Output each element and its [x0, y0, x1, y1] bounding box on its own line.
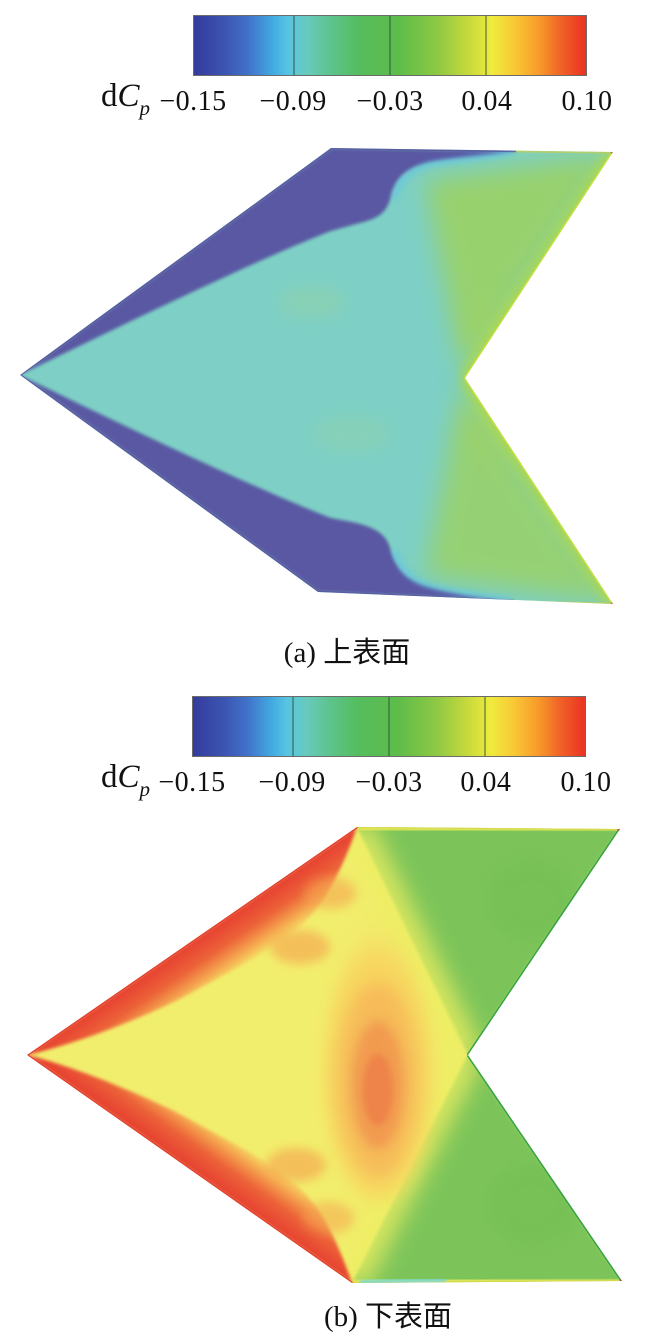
- colorbar-tick-label: 0.04: [460, 767, 512, 798]
- wing-b-orange-stain: [266, 1148, 326, 1182]
- colorbar-tick-label: −0.09: [259, 86, 327, 117]
- colorbar-label-C: C: [117, 759, 140, 795]
- wing-b-lower-surface: [27, 827, 622, 1283]
- wing-b-tip-speck-bottom: [619, 1278, 622, 1283]
- wing-a-smudge: [278, 286, 346, 318]
- wing-a-trailing-edge-line-bottom: [463, 377, 613, 604]
- wing-b-panel-fade-top: [344, 827, 481, 1062]
- colorbar-label-d: d: [101, 759, 118, 795]
- wing-a-cyan-transition-bottom: [393, 550, 511, 602]
- wing-b-orange-stain: [270, 930, 330, 964]
- wing-b-green-shade: [487, 862, 577, 938]
- colorbar-label-d: d: [101, 78, 118, 114]
- colorbar-tick-label: 0.04: [461, 86, 513, 117]
- subfigure-a-caption: (a) 上表面: [283, 637, 411, 669]
- wing-a-tip-edge-line-bottom: [513, 600, 613, 604]
- colorbar-a-label: dCp: [101, 78, 150, 121]
- colorbar-a: [193, 15, 587, 76]
- wing-a-cyan-transition-top: [392, 150, 513, 200]
- colorbar-tick-label: 0.10: [561, 86, 613, 117]
- wing-a-tip-edge-line-top: [515, 149, 613, 154]
- wing-b-tip-speck-top: [617, 827, 622, 832]
- colorbar-tick-label: −0.15: [158, 767, 226, 798]
- wing-b-orange-stain: [302, 1202, 354, 1234]
- colorbar-tick-line: [389, 16, 391, 75]
- colorbar-b: [192, 696, 586, 757]
- wing-a-trailing-edge-line-top: [463, 151, 613, 379]
- colorbar-tick-line: [485, 16, 488, 75]
- colorbar-tick-label: 0.10: [560, 767, 612, 798]
- wing-a-trailing-wash-top: [425, 153, 613, 376]
- colorbar-label-C: C: [117, 78, 140, 114]
- colorbar-tick-label: −0.03: [355, 767, 423, 798]
- colorbar-tick-label: −0.09: [258, 767, 326, 798]
- wing-a-tip-speck-top: [610, 149, 613, 155]
- colorbar-label-sub-p: p: [139, 777, 151, 801]
- wing-a-smudge: [312, 416, 392, 452]
- wing-a-tip-speck-bottom: [610, 601, 613, 604]
- colorbar-label-sub-p: p: [139, 96, 151, 120]
- wing-b-green-shade: [487, 1167, 577, 1243]
- colorbar-tick-line: [484, 697, 487, 756]
- wing-b-blob-inner: [363, 1054, 393, 1126]
- colorbar-tick-line: [291, 697, 294, 756]
- wing-b-cyan-sliver: [359, 1278, 447, 1283]
- colorbar-a-tick-labels: −0.15 −0.09 −0.03 0.04 0.10: [159, 86, 612, 117]
- wing-b-orange-stain: [304, 877, 356, 909]
- colorbar-tick-line: [292, 16, 295, 75]
- wing-b-leading-edge-rim: [27, 827, 358, 1283]
- wing-a-trailing-wash-bottom: [425, 380, 613, 603]
- colorbar-b-tick-labels: −0.15 −0.09 −0.03 0.04 0.10: [158, 767, 611, 798]
- subfigure-b-caption: (b) 下表面: [323, 1301, 453, 1333]
- colorbar-b-label: dCp: [101, 759, 150, 802]
- colorbar-tick-label: −0.03: [356, 86, 424, 117]
- colorbar-tick-line: [388, 697, 390, 756]
- wing-a-upper-surface: [20, 148, 613, 604]
- colorbar-tick-label: −0.15: [159, 86, 227, 117]
